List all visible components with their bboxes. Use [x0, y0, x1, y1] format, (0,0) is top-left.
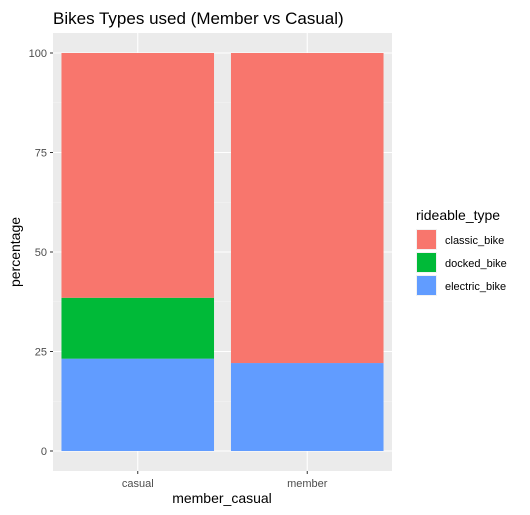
- legend-label-docked_bike: docked_bike: [445, 258, 507, 270]
- y-axis-title: percentage: [7, 217, 23, 287]
- bar-casual-classic_bike: [61, 53, 215, 298]
- legend-swatch-classic_bike: [417, 230, 436, 249]
- legend-label-classic_bike: classic_bike: [445, 235, 504, 247]
- bar-member-electric_bike: [230, 363, 384, 451]
- bars: [61, 53, 384, 451]
- x-axis-title: member_casual: [172, 490, 272, 506]
- x-tick-label: member: [287, 478, 328, 490]
- bar-casual-electric_bike: [61, 358, 215, 451]
- legend-swatch-docked_bike: [417, 253, 436, 272]
- legend-title: rideable_type: [416, 207, 500, 223]
- legend-swatch-electric_bike: [417, 276, 436, 295]
- bar-casual-docked_bike: [61, 297, 215, 359]
- legend-items: classic_bike docked_bike electric_bike: [416, 229, 507, 296]
- x-axis-ticks: casual member: [122, 471, 328, 490]
- y-tick-label: 100: [29, 48, 47, 60]
- y-tick-label: 0: [41, 446, 47, 458]
- y-tick-label: 50: [35, 247, 47, 259]
- legend: rideable_type classic_bike docked_bikeele…: [416, 207, 507, 296]
- legend-label-electric_bike: electric_bike: [445, 281, 506, 293]
- y-axis-ticks: 0 25 50 75 100: [29, 48, 53, 458]
- bar-member-classic_bike: [230, 53, 384, 364]
- plot-panel: [53, 33, 392, 471]
- y-tick-label: 75: [35, 148, 47, 160]
- y-tick-label: 25: [35, 347, 47, 359]
- x-tick-label: casual: [122, 478, 154, 490]
- chart-title: Bikes Types used (Member vs Casual): [53, 9, 344, 28]
